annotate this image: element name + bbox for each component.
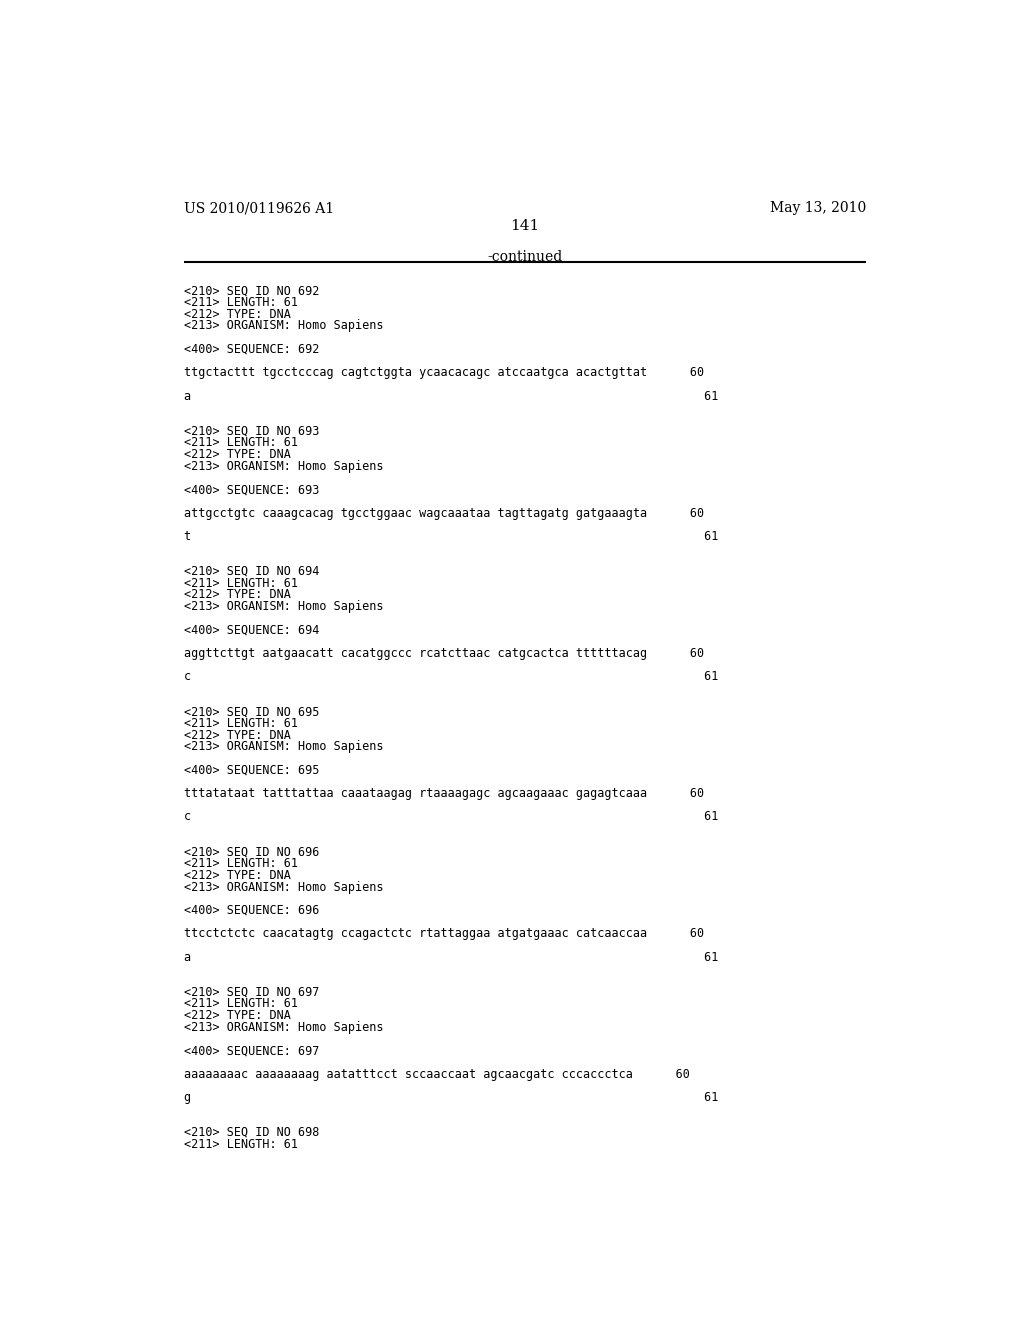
Text: -continued: -continued [487, 249, 562, 264]
Text: <213> ORGANISM: Homo Sapiens: <213> ORGANISM: Homo Sapiens [183, 459, 383, 473]
Text: <211> LENGTH: 61: <211> LENGTH: 61 [183, 857, 298, 870]
Text: <213> ORGANISM: Homo Sapiens: <213> ORGANISM: Homo Sapiens [183, 319, 383, 333]
Text: <212> TYPE: DNA: <212> TYPE: DNA [183, 729, 291, 742]
Text: <400> SEQUENCE: 692: <400> SEQUENCE: 692 [183, 343, 318, 356]
Text: <212> TYPE: DNA: <212> TYPE: DNA [183, 447, 291, 461]
Text: <400> SEQUENCE: 693: <400> SEQUENCE: 693 [183, 483, 318, 496]
Text: <400> SEQUENCE: 697: <400> SEQUENCE: 697 [183, 1044, 318, 1057]
Text: aaaaaaaac aaaaaaaag aatatttcct sccaaccaat agcaacgatc cccaccctca      60: aaaaaaaac aaaaaaaag aatatttcct sccaaccaa… [183, 1068, 689, 1081]
Text: <210> SEQ ID NO 693: <210> SEQ ID NO 693 [183, 425, 318, 438]
Text: <213> ORGANISM: Homo Sapiens: <213> ORGANISM: Homo Sapiens [183, 741, 383, 754]
Text: <210> SEQ ID NO 692: <210> SEQ ID NO 692 [183, 284, 318, 297]
Text: attgcctgtc caaagcacag tgcctggaac wagcaaataa tagttagatg gatgaaagta      60: attgcctgtc caaagcacag tgcctggaac wagcaaa… [183, 507, 703, 520]
Text: <211> LENGTH: 61: <211> LENGTH: 61 [183, 717, 298, 730]
Text: c                                                                        61: c 61 [183, 810, 718, 824]
Text: c                                                                        61: c 61 [183, 671, 718, 684]
Text: ttcctctctc caacatagtg ccagactctc rtattaggaa atgatgaaac catcaaccaa      60: ttcctctctc caacatagtg ccagactctc rtattag… [183, 928, 703, 940]
Text: <213> ORGANISM: Homo Sapiens: <213> ORGANISM: Homo Sapiens [183, 601, 383, 612]
Text: ttgctacttt tgcctcccag cagtctggta ycaacacagc atccaatgca acactgttat      60: ttgctacttt tgcctcccag cagtctggta ycaacac… [183, 366, 703, 379]
Text: t                                                                        61: t 61 [183, 529, 718, 543]
Text: <210> SEQ ID NO 695: <210> SEQ ID NO 695 [183, 705, 318, 718]
Text: <210> SEQ ID NO 694: <210> SEQ ID NO 694 [183, 565, 318, 578]
Text: <211> LENGTH: 61: <211> LENGTH: 61 [183, 577, 298, 590]
Text: <211> LENGTH: 61: <211> LENGTH: 61 [183, 296, 298, 309]
Text: a                                                                        61: a 61 [183, 950, 718, 964]
Text: <213> ORGANISM: Homo Sapiens: <213> ORGANISM: Homo Sapiens [183, 1020, 383, 1034]
Text: <400> SEQUENCE: 696: <400> SEQUENCE: 696 [183, 904, 318, 917]
Text: US 2010/0119626 A1: US 2010/0119626 A1 [183, 201, 334, 215]
Text: <211> LENGTH: 61: <211> LENGTH: 61 [183, 437, 298, 449]
Text: <211> LENGTH: 61: <211> LENGTH: 61 [183, 998, 298, 1010]
Text: <212> TYPE: DNA: <212> TYPE: DNA [183, 589, 291, 602]
Text: <212> TYPE: DNA: <212> TYPE: DNA [183, 308, 291, 321]
Text: <210> SEQ ID NO 696: <210> SEQ ID NO 696 [183, 846, 318, 858]
Text: <212> TYPE: DNA: <212> TYPE: DNA [183, 1008, 291, 1022]
Text: <400> SEQUENCE: 695: <400> SEQUENCE: 695 [183, 764, 318, 776]
Text: <210> SEQ ID NO 698: <210> SEQ ID NO 698 [183, 1126, 318, 1139]
Text: <211> LENGTH: 61: <211> LENGTH: 61 [183, 1138, 298, 1151]
Text: 141: 141 [510, 219, 540, 234]
Text: a                                                                        61: a 61 [183, 389, 718, 403]
Text: g                                                                        61: g 61 [183, 1090, 718, 1104]
Text: <213> ORGANISM: Homo Sapiens: <213> ORGANISM: Homo Sapiens [183, 880, 383, 894]
Text: May 13, 2010: May 13, 2010 [770, 201, 866, 215]
Text: tttatataat tatttattaa caaataagag rtaaaagagc agcaagaaac gagagtcaaa      60: tttatataat tatttattaa caaataagag rtaaaag… [183, 787, 703, 800]
Text: <210> SEQ ID NO 697: <210> SEQ ID NO 697 [183, 986, 318, 999]
Text: aggttcttgt aatgaacatt cacatggccc rcatcttaac catgcactca ttttttacag      60: aggttcttgt aatgaacatt cacatggccc rcatctt… [183, 647, 703, 660]
Text: <400> SEQUENCE: 694: <400> SEQUENCE: 694 [183, 623, 318, 636]
Text: <212> TYPE: DNA: <212> TYPE: DNA [183, 869, 291, 882]
